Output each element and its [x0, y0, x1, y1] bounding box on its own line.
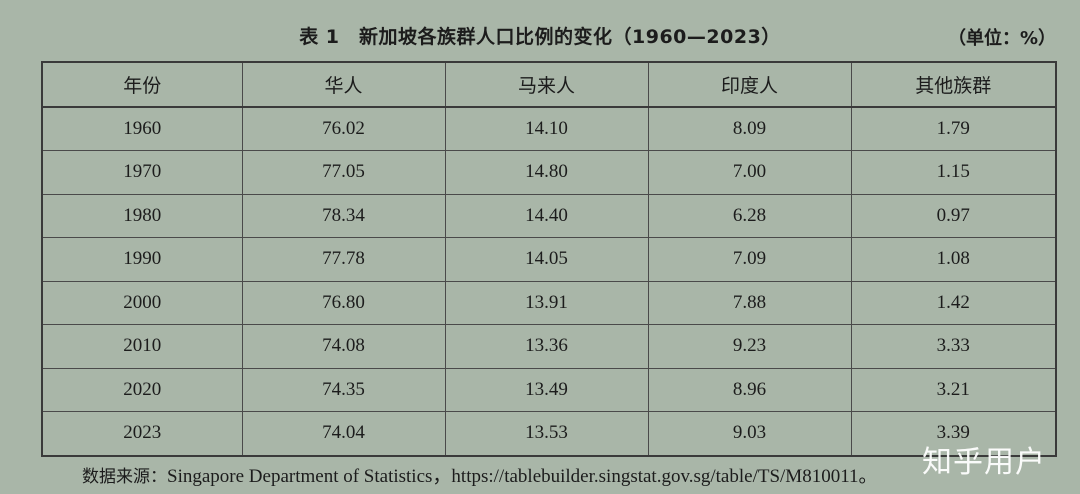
cell-year: 2020 [41, 367, 243, 412]
watermark: 知乎用户 [922, 445, 1046, 480]
header-row: 年份 华人 马来人 印度人 其他族群 [41, 61, 1057, 108]
cell-chinese: 74.08 [241, 324, 446, 369]
cell-indian: 9.03 [647, 411, 852, 456]
cell-year: 1970 [41, 150, 243, 195]
header-year: 年份 [41, 61, 243, 108]
cell-others: 3.21 [850, 367, 1057, 412]
table-title: 表 1 新加坡各族群人口比例的变化（1960—2023） [299, 26, 781, 48]
header-indian: 印度人 [647, 61, 852, 108]
cell-chinese: 74.04 [241, 411, 446, 456]
header-malay: 马来人 [444, 61, 649, 108]
cell-year: 1960 [41, 106, 243, 151]
cell-others: 3.33 [850, 324, 1057, 369]
source-label: 数据来源： [82, 467, 167, 487]
cell-chinese: 77.78 [241, 237, 446, 282]
cell-malay: 14.10 [444, 106, 649, 151]
cell-malay: 13.53 [444, 411, 649, 456]
table-row: 2023 74.04 13.53 9.03 3.39 [41, 411, 1057, 456]
cell-chinese: 74.35 [241, 367, 446, 412]
cell-year: 1990 [41, 237, 243, 282]
cell-year: 2023 [41, 411, 243, 456]
source-note: 数据来源：Singapore Department of Statistics，… [82, 461, 878, 488]
cell-indian: 8.96 [647, 367, 852, 412]
cell-others: 1.42 [850, 280, 1057, 325]
source-text: Singapore Department of Statistics，https… [167, 466, 878, 487]
table-row: 1980 78.34 14.40 6.28 0.97 [41, 193, 1057, 238]
cell-others: 1.15 [850, 150, 1057, 195]
cell-year: 2010 [41, 324, 243, 369]
cell-chinese: 76.80 [241, 280, 446, 325]
cell-chinese: 76.02 [241, 106, 446, 151]
table-row: 2000 76.80 13.91 7.88 1.42 [41, 280, 1057, 325]
population-table: 年份 华人 马来人 印度人 其他族群 1960 76.02 14.10 8.09… [41, 61, 1057, 457]
cell-others: 0.97 [850, 193, 1057, 238]
table-row: 1970 77.05 14.80 7.00 1.15 [41, 150, 1057, 195]
cell-year: 1980 [41, 193, 243, 238]
table-row: 2020 74.35 13.49 8.96 3.21 [41, 367, 1057, 412]
cell-chinese: 78.34 [241, 193, 446, 238]
cell-indian: 9.23 [647, 324, 852, 369]
cell-indian: 7.00 [647, 150, 852, 195]
cell-indian: 7.88 [647, 280, 852, 325]
cell-chinese: 77.05 [241, 150, 446, 195]
cell-indian: 6.28 [647, 193, 852, 238]
unit-label: （单位：%） [947, 28, 1056, 49]
cell-malay: 13.91 [444, 280, 649, 325]
table-row: 1990 77.78 14.05 7.09 1.08 [41, 237, 1057, 282]
table-row: 1960 76.02 14.10 8.09 1.79 [41, 106, 1057, 151]
header-chinese: 华人 [241, 61, 446, 108]
cell-malay: 14.40 [444, 193, 649, 238]
cell-malay: 13.49 [444, 367, 649, 412]
cell-indian: 8.09 [647, 106, 852, 151]
table-row: 2010 74.08 13.36 9.23 3.33 [41, 324, 1057, 369]
cell-malay: 14.80 [444, 150, 649, 195]
cell-malay: 14.05 [444, 237, 649, 282]
header-others: 其他族群 [850, 61, 1057, 108]
cell-indian: 7.09 [647, 237, 852, 282]
cell-others: 3.39 [850, 411, 1057, 456]
cell-others: 1.08 [850, 237, 1057, 282]
cell-malay: 13.36 [444, 324, 649, 369]
cell-others: 1.79 [850, 106, 1057, 151]
cell-year: 2000 [41, 280, 243, 325]
